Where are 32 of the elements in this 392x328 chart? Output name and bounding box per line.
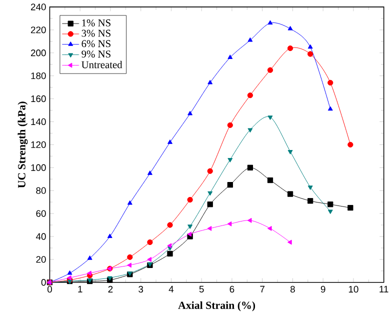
- y-tick-label: 40: [36, 233, 46, 240]
- legend-label: Untreated: [82, 60, 122, 68]
- y-tick-label: 180: [31, 72, 46, 80]
- x-tick-label: 3: [138, 286, 144, 292]
- x-tick-label: 11: [380, 286, 388, 292]
- y-tick-label: 100: [31, 164, 46, 171]
- x-axis-title: Axial Strain (%): [178, 301, 256, 312]
- x-tick-label: 2: [108, 286, 113, 292]
- x-tick-label: 8: [290, 286, 295, 292]
- y-axis-title: UC Strength (kPa): [18, 102, 28, 188]
- y-tick-label: 160: [31, 95, 46, 102]
- y-tick-label: 60: [36, 210, 46, 217]
- y-tick-label: 220: [30, 26, 46, 34]
- legend-label: 1% NS: [82, 19, 110, 26]
- y-tick-label: 20: [36, 256, 46, 263]
- y-tick-label: 0: [41, 278, 46, 286]
- y-tick-label: 200: [30, 49, 46, 56]
- x-tick-label: 6: [230, 286, 234, 292]
- y-tick-label: 240: [30, 4, 46, 10]
- x-tick-label: 7: [260, 286, 264, 292]
- x-tick-label: 4: [168, 286, 174, 292]
- y-tick-label: 140: [31, 118, 46, 125]
- x-tick-label: 0: [47, 286, 52, 292]
- x-tick-label: 1: [78, 286, 82, 292]
- x-tick-label: 9: [320, 286, 326, 292]
- y-tick-label: 120: [31, 141, 46, 148]
- x-tick-label: 10: [348, 286, 358, 292]
- legend-label: 6% NS: [82, 40, 110, 48]
- legend-label: 9% NS: [82, 50, 110, 58]
- legend-label: 3% NS: [82, 30, 110, 37]
- y-tick-label: 80: [36, 187, 46, 194]
- x-tick-label: 5: [199, 286, 204, 292]
